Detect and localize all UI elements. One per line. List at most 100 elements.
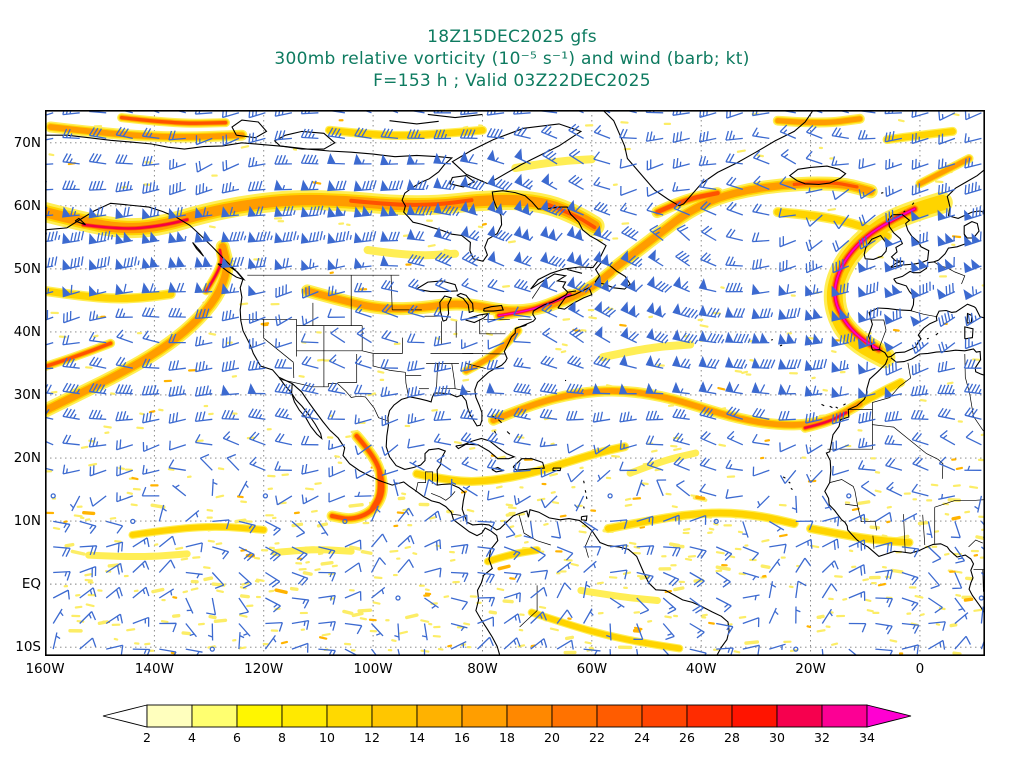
vorticity-speckle — [563, 558, 573, 562]
wind-barb — [141, 358, 160, 369]
vorticity-speckle — [608, 576, 618, 579]
vorticity-speckle — [420, 619, 430, 623]
wind-barb — [462, 485, 478, 497]
vorticity-speckle — [160, 620, 169, 624]
vorticity-speckle — [260, 322, 270, 326]
border-path — [922, 514, 926, 546]
vorticity-speckle — [738, 615, 747, 619]
wind-barb — [142, 110, 160, 114]
wind-barb — [964, 407, 982, 420]
wind-barb — [700, 431, 717, 446]
wind-barb — [397, 507, 414, 522]
wind-barb — [857, 335, 876, 350]
colorbar-tick-label: 22 — [589, 730, 605, 745]
coastline-path — [779, 344, 783, 347]
vorticity-speckle — [126, 628, 136, 632]
wind-barb — [726, 406, 743, 420]
wind-barb — [406, 179, 429, 191]
wind-barb — [805, 444, 823, 455]
coastline-path — [231, 119, 268, 139]
wind-barb — [751, 433, 770, 446]
wind-barb — [274, 461, 292, 471]
vorticity-streak — [774, 208, 891, 240]
wind-barb — [742, 617, 760, 628]
vorticity-speckle — [360, 549, 373, 555]
wind-barb — [195, 360, 213, 373]
border-path — [872, 535, 875, 549]
vorticity-speckle — [373, 576, 383, 580]
wind-barb — [593, 276, 617, 293]
wind-barb — [407, 254, 425, 267]
wind-barb — [805, 284, 823, 297]
vorticity-speckle — [570, 562, 579, 567]
vorticity-speckle — [359, 617, 368, 621]
wind-barb — [911, 158, 929, 170]
wind-barb — [265, 597, 281, 613]
wind-barb — [596, 469, 611, 483]
wind-barb — [901, 622, 920, 634]
colorbar-segment — [416, 704, 463, 728]
wind-barb — [629, 649, 640, 656]
border-path — [362, 350, 403, 354]
wind-barb — [354, 127, 372, 140]
wind-barb — [633, 623, 644, 641]
wind-barb — [928, 621, 946, 631]
wind-barb — [804, 385, 823, 397]
wind-barb — [45, 458, 54, 471]
wind-barb — [406, 204, 433, 216]
colorbar-tick-label: 20 — [544, 730, 560, 745]
vorticity-speckle — [622, 571, 632, 575]
wind-barb — [964, 206, 985, 221]
wind-barb — [450, 571, 469, 583]
coastline-path — [771, 338, 773, 341]
wind-barb — [938, 493, 956, 500]
wind-barb — [610, 569, 628, 580]
wind-barb — [619, 158, 637, 169]
wind-barb — [275, 338, 293, 349]
wind-barb — [487, 174, 513, 191]
vorticity-speckle — [564, 635, 575, 641]
colorbar-tick-label: 28 — [724, 730, 740, 745]
wind-barb — [206, 597, 217, 616]
wind-barb — [647, 249, 664, 267]
wind-barb — [88, 110, 107, 114]
wind-barb — [433, 306, 452, 318]
wind-barb — [53, 520, 71, 533]
wind-barb — [45, 131, 54, 143]
wind-barb — [805, 187, 823, 194]
wind-barb — [778, 332, 797, 345]
vorticity-speckle — [428, 516, 437, 520]
wind-barb — [610, 544, 628, 555]
wind-barb — [433, 410, 452, 422]
wind-barb — [672, 432, 690, 446]
wind-barb — [777, 358, 802, 370]
wind-barb — [954, 597, 966, 613]
coastline-path — [821, 403, 825, 407]
wind-barb — [52, 632, 61, 650]
wind-barb — [779, 259, 797, 273]
wind-barb — [619, 461, 637, 472]
vorticity-speckle — [543, 522, 549, 526]
coastline-path — [963, 220, 980, 239]
wind-barb — [274, 257, 293, 271]
wind-barb — [248, 337, 266, 350]
wind-barb — [857, 460, 876, 471]
wind-barb — [486, 459, 505, 471]
vorticity-speckle — [496, 587, 505, 592]
wind-barb — [62, 128, 80, 140]
vorticity-speckle — [82, 511, 96, 516]
wind-barb — [752, 407, 770, 420]
lon-tick-label: 40W — [685, 661, 717, 677]
wind-barb — [858, 236, 876, 250]
wind-barb — [141, 282, 160, 294]
wind-barb — [620, 250, 643, 268]
wind-barb — [901, 546, 920, 558]
wind-barb — [541, 173, 558, 190]
vorticity-speckle — [171, 613, 181, 618]
wind-barb — [636, 597, 650, 615]
vorticity-streak — [120, 116, 228, 125]
border-path — [857, 505, 878, 531]
wind-barb — [636, 479, 645, 497]
wind-barb — [662, 571, 680, 587]
wind-barb — [63, 310, 80, 324]
